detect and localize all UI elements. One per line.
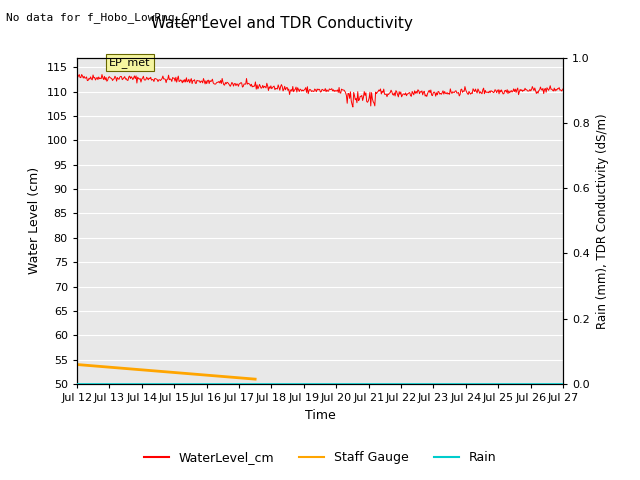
X-axis label: Time: Time [305, 408, 335, 421]
Text: EP_met: EP_met [109, 57, 151, 68]
Text: No data for f_Hobo_LowRng_Cond: No data for f_Hobo_LowRng_Cond [6, 12, 209, 23]
Text: Water Level and TDR Conductivity: Water Level and TDR Conductivity [150, 16, 413, 31]
Legend: WaterLevel_cm, Staff Gauge, Rain: WaterLevel_cm, Staff Gauge, Rain [138, 446, 502, 469]
Y-axis label: Rain (mm), TDR Conductivity (dS/m): Rain (mm), TDR Conductivity (dS/m) [596, 113, 609, 329]
Y-axis label: Water Level (cm): Water Level (cm) [28, 167, 41, 275]
